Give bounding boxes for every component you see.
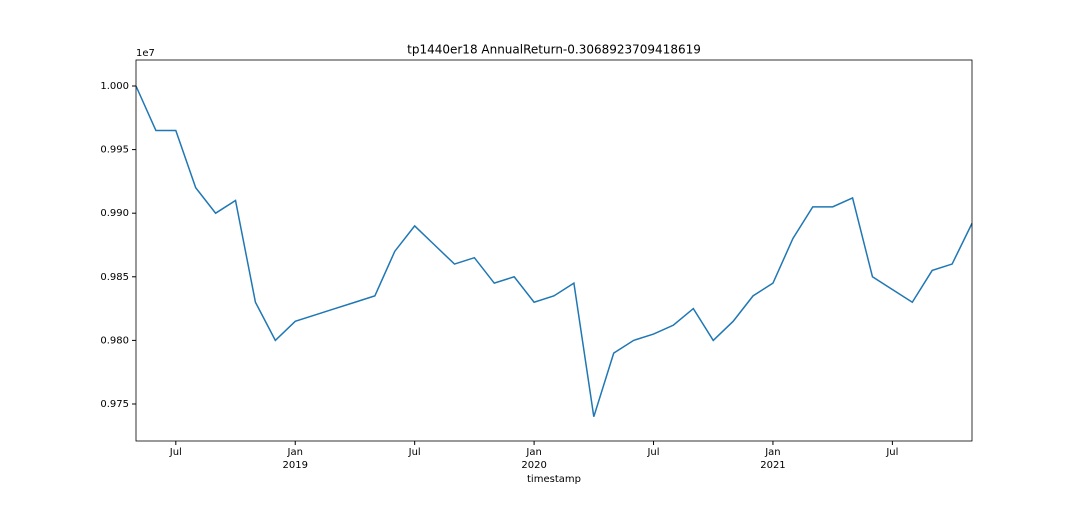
x-tick-label: Jul (408, 447, 421, 458)
x-tick-label: Jan (764, 447, 780, 458)
x-tick-label: Jul (169, 447, 182, 458)
y-tick-label: 0.995 (100, 145, 129, 156)
x-tick-label: Jan (525, 447, 541, 458)
chart-title: tp1440er18 AnnualReturn-0.30689237094186… (407, 43, 701, 57)
y-tick-label: 0.975 (100, 399, 129, 410)
y-tick-label: 0.990 (100, 208, 129, 219)
plot-frame (135, 59, 973, 442)
x-tick-label: Jul (885, 447, 898, 458)
y-tick-label: 0.985 (100, 272, 129, 283)
x-tick-label: Jul (646, 447, 659, 458)
x-tick-year: 2019 (283, 460, 308, 471)
x-axis-label: timestamp (527, 474, 581, 485)
x-tick-year: 2020 (521, 460, 546, 471)
x-tick-year: 2021 (760, 460, 785, 471)
y-tick-label: 0.980 (100, 335, 129, 346)
x-tick-label: Jan (287, 447, 303, 458)
y-offset-label: 1e7 (136, 48, 155, 59)
data-line (135, 85, 973, 417)
y-tick-label: 1.000 (100, 81, 129, 92)
